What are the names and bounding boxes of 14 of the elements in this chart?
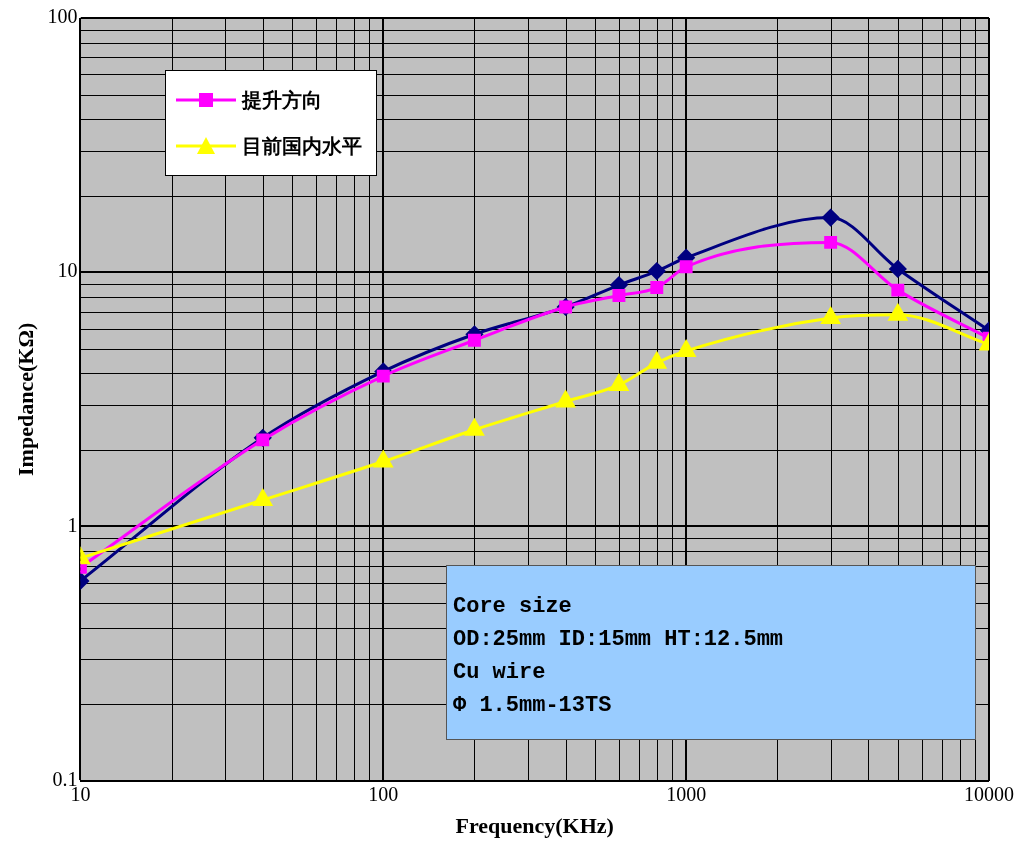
legend-label: 目前国内水平 — [242, 132, 362, 160]
annotation: Cu wire — [453, 659, 547, 687]
x-tick-label: 10000 — [964, 782, 1014, 805]
legend-label: 提升方向 — [242, 86, 322, 114]
annotation: Φ 1.5mm-13TS — [453, 692, 613, 720]
y-tick-label: 100 — [47, 5, 78, 28]
x-tick-label: 100 — [368, 782, 399, 805]
y-tick-label: 1 — [67, 513, 78, 536]
y-axis-title: Impedance(KΩ) — [12, 322, 38, 476]
y-tick-label: 10 — [57, 259, 78, 282]
x-tick-label: 1000 — [666, 782, 707, 805]
x-axis-title: Frequency(KHz) — [455, 813, 614, 839]
annotation: Core size — [453, 593, 573, 621]
annotation: OD:25mm ID:15mm HT:12.5mm — [453, 626, 785, 654]
